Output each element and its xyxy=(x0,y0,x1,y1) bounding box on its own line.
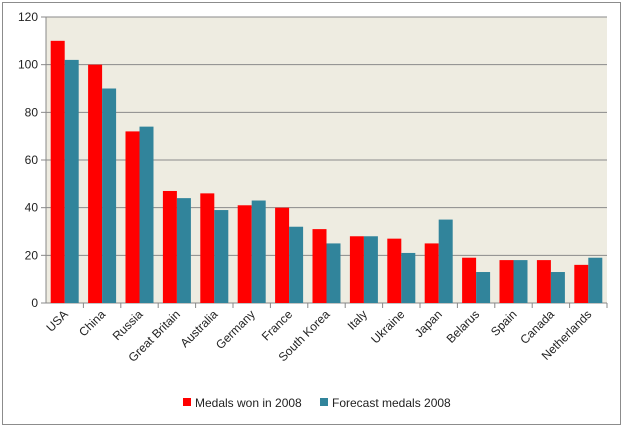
x-tick-label: China xyxy=(76,307,108,339)
bar-forecast xyxy=(363,236,378,303)
y-tick-label: 120 xyxy=(18,10,38,24)
bar-medals-won xyxy=(162,190,177,303)
bar-medals-won xyxy=(536,260,551,303)
bar-forecast xyxy=(176,198,191,303)
legend-swatch xyxy=(320,398,328,406)
bar-medals-won xyxy=(237,205,252,303)
x-tick-label: Russia xyxy=(110,307,146,343)
bar-medals-won xyxy=(349,236,364,303)
bar-forecast xyxy=(214,210,229,303)
legend-label: Forecast medals 2008 xyxy=(332,396,451,410)
bar-medals-won xyxy=(50,40,65,303)
y-tick-label: 80 xyxy=(25,105,39,119)
y-tick-label: 40 xyxy=(25,201,39,215)
bar-medals-won xyxy=(424,243,439,303)
legend-label: Medals won in 2008 xyxy=(195,396,302,410)
bar-medals-won xyxy=(88,64,103,304)
bar-forecast xyxy=(289,226,304,303)
x-tick-label: Spain xyxy=(488,307,520,339)
bar-forecast xyxy=(550,272,565,303)
y-tick-label: 100 xyxy=(18,58,38,72)
legend-swatch xyxy=(183,398,191,406)
bar-forecast xyxy=(401,252,416,303)
y-tick-label: 60 xyxy=(25,153,39,167)
bar-forecast xyxy=(102,88,117,303)
bar-forecast xyxy=(513,260,528,303)
bar-medals-won xyxy=(574,264,589,303)
bar-forecast xyxy=(139,126,154,303)
y-tick-label: 0 xyxy=(31,296,38,310)
x-tick-label: Germany xyxy=(213,307,258,352)
x-tick-label: Belarus xyxy=(444,307,483,346)
bar-forecast xyxy=(476,272,491,303)
bar-forecast xyxy=(326,243,341,303)
x-tick-label: Italy xyxy=(345,307,370,332)
bar-medals-won xyxy=(312,229,327,303)
bar-medals-won xyxy=(387,238,402,303)
x-tick-label: USA xyxy=(43,307,70,334)
bar-forecast xyxy=(64,59,79,304)
x-tick-label: Ukraine xyxy=(368,307,407,346)
x-tick-label: Japan xyxy=(412,307,445,340)
bar-medals-won xyxy=(275,207,290,303)
bar-medals-won xyxy=(125,131,140,303)
bar-medals-won xyxy=(200,193,215,303)
bar-medals-won xyxy=(499,260,514,303)
bar-medals-won xyxy=(462,257,477,303)
bar-forecast xyxy=(438,219,453,303)
bar-forecast xyxy=(251,200,266,303)
x-tick-label: France xyxy=(259,307,296,344)
bar-forecast xyxy=(588,257,603,303)
y-tick-label: 20 xyxy=(25,248,39,262)
